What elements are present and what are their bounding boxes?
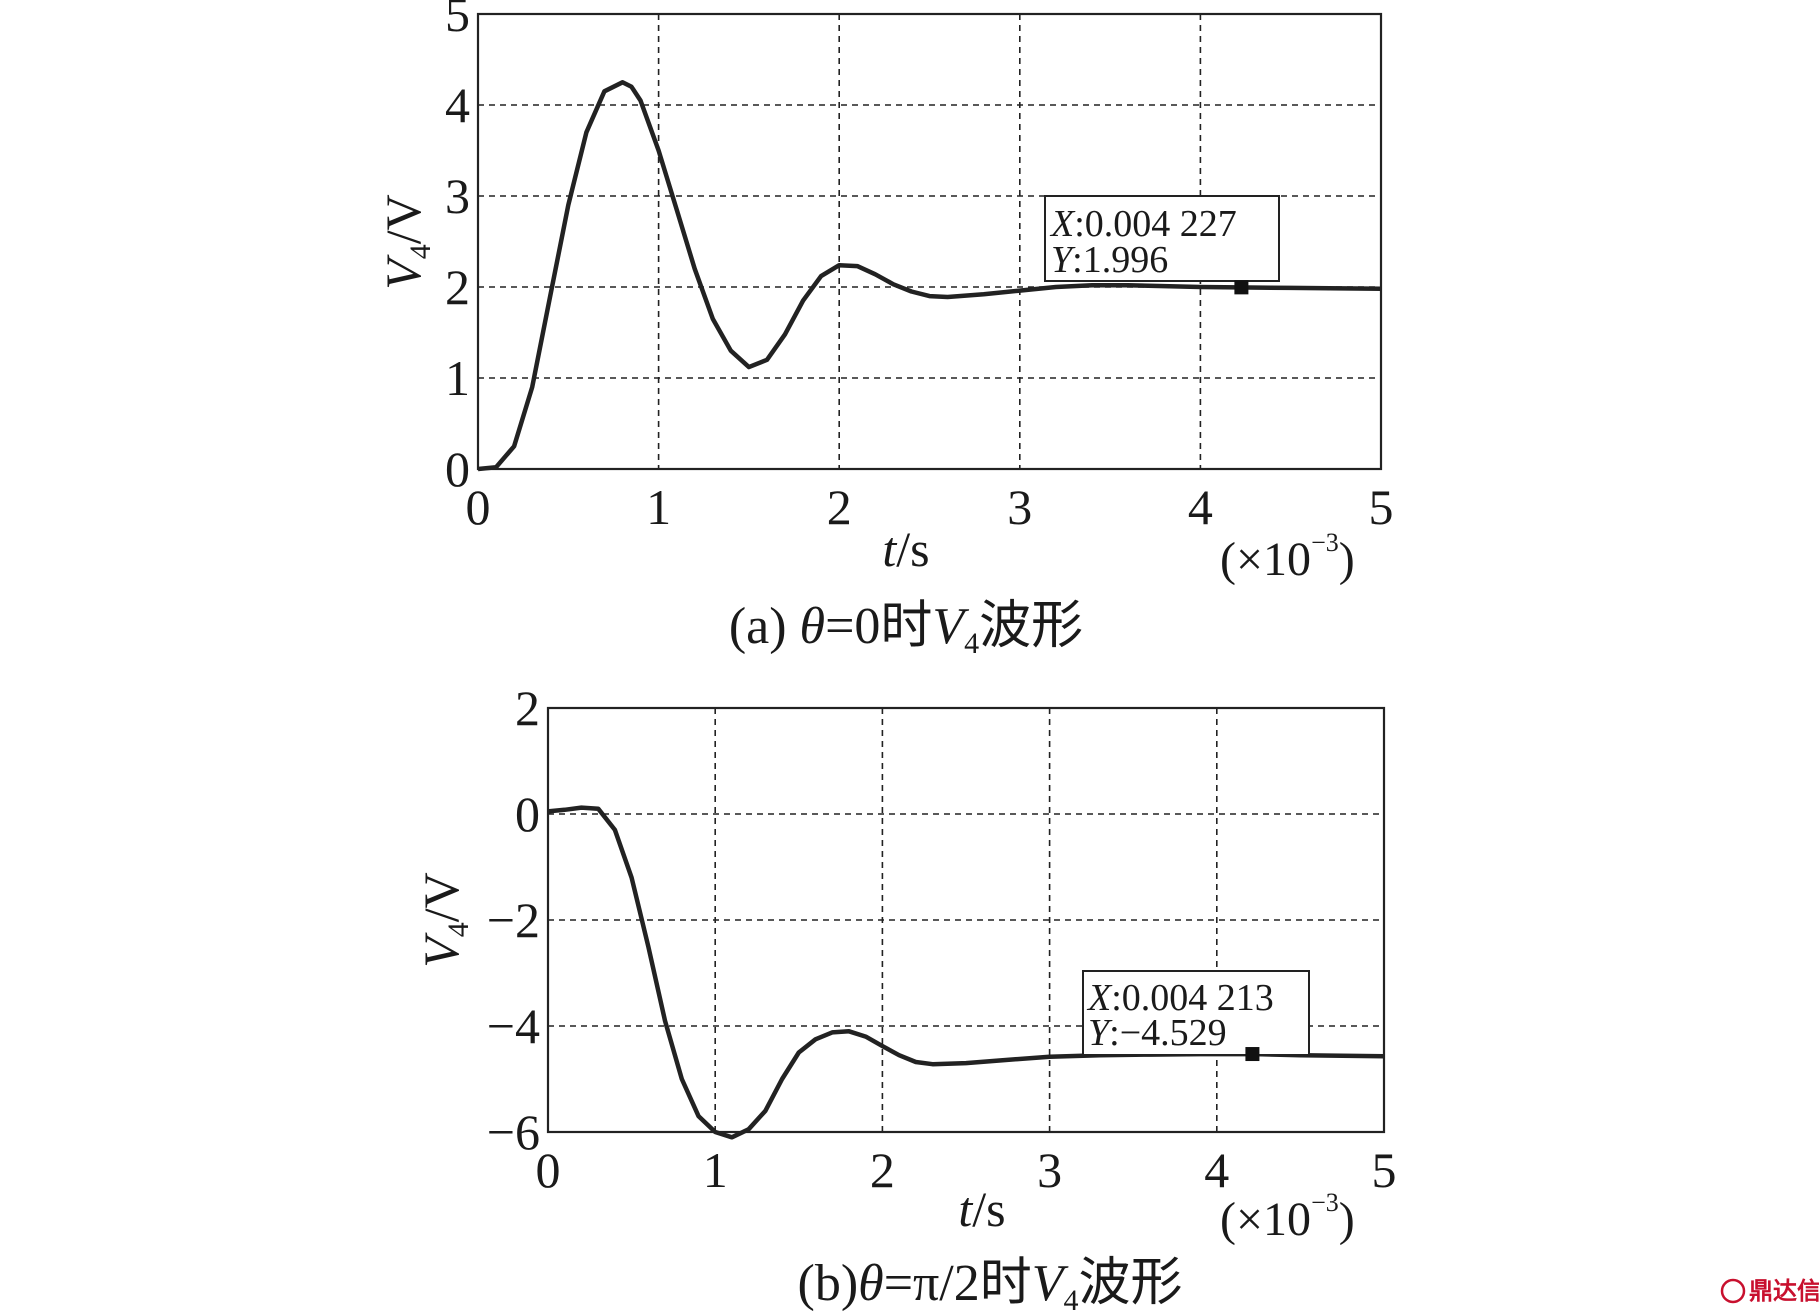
y-tick-label: 4 bbox=[445, 77, 470, 133]
x-axis-label-b: t/s bbox=[958, 1181, 1005, 1237]
datatip-y-value-a: :1.996 bbox=[1072, 239, 1168, 281]
x-multiplier-a: (×10−3) bbox=[1220, 528, 1355, 586]
caption-theta-b: θ bbox=[858, 1255, 884, 1312]
datatip-y-a: Y:1.996 bbox=[1051, 239, 1168, 281]
x-tick-labels-a: 0 1 2 3 4 5 bbox=[466, 479, 1394, 535]
watermark-logo-icon bbox=[1720, 1278, 1746, 1304]
caption-sub-b: 4 bbox=[1063, 1284, 1078, 1312]
caption-b: (b)θ=π/2时V4波形 bbox=[798, 1255, 1183, 1312]
series-line-a bbox=[477, 80, 1382, 472]
y-axis-label-sub-b: 4 bbox=[442, 922, 475, 937]
x-axis-label-unit-a: /s bbox=[896, 521, 929, 577]
grid-b bbox=[548, 708, 1384, 1132]
y-tick-label: 3 bbox=[445, 168, 470, 224]
x-tick-label: 3 bbox=[1037, 1142, 1062, 1198]
y-tick-label: 0 bbox=[445, 441, 470, 497]
x-multiplier-suffix-b: ) bbox=[1339, 1193, 1355, 1246]
x-tick-label: 5 bbox=[1369, 479, 1394, 535]
y-tick-labels-a: 0 1 2 3 4 5 bbox=[445, 0, 470, 497]
x-axis-label-unit-b: /s bbox=[972, 1181, 1005, 1237]
x-tick-label: 0 bbox=[536, 1142, 561, 1198]
x-multiplier-b: (×10−3) bbox=[1220, 1188, 1355, 1246]
y-tick-labels-b: −6 −4 −2 0 2 bbox=[487, 680, 540, 1160]
caption-eq-a: =0时 bbox=[825, 598, 932, 655]
datatip-x-key-b: X bbox=[1086, 977, 1113, 1019]
datatip-x-value-b: :0.004 213 bbox=[1111, 977, 1274, 1019]
y-tick-label: −4 bbox=[487, 998, 540, 1054]
x-tick-label: 3 bbox=[1007, 479, 1032, 535]
y-tick-label: 5 bbox=[445, 0, 470, 42]
y-axis-label-unit-a: /V bbox=[375, 194, 431, 244]
caption-v-a: V bbox=[932, 598, 969, 655]
datatip-marker-a bbox=[1234, 280, 1249, 295]
x-tick-label: 0 bbox=[466, 479, 491, 535]
datatip-box-b bbox=[1082, 970, 1310, 1056]
x-multiplier-exp-b: −3 bbox=[1311, 1188, 1339, 1217]
caption-prefix-a: (a) bbox=[729, 598, 800, 655]
datatip-x-b: X:0.004 213 bbox=[1086, 977, 1274, 1019]
x-multiplier-prefix-a: (×10 bbox=[1220, 533, 1311, 586]
caption-theta-a: θ bbox=[800, 598, 826, 655]
plot-frame-a bbox=[476, 12, 1383, 471]
datatip-marker-b bbox=[1245, 1047, 1260, 1062]
datatip-y-key-b: Y bbox=[1088, 1012, 1113, 1054]
y-tick-label: 2 bbox=[515, 680, 540, 736]
caption-sub-a: 4 bbox=[964, 627, 979, 660]
y-tick-label: −2 bbox=[487, 892, 540, 948]
caption-v-b: V bbox=[1032, 1255, 1069, 1312]
x-tick-label: 5 bbox=[1372, 1142, 1397, 1198]
plot-frame-b bbox=[546, 706, 1386, 1134]
y-tick-label: 2 bbox=[445, 259, 470, 315]
watermark: 鼎达信 bbox=[1720, 1277, 1819, 1305]
caption-a: (a) θ=0时V4波形 bbox=[729, 598, 1083, 660]
x-multiplier-exp-a: −3 bbox=[1311, 528, 1339, 557]
x-tick-labels-b: 0 1 2 3 4 5 bbox=[536, 1142, 1397, 1198]
y-axis-label-unit-b: /V bbox=[413, 872, 469, 922]
caption-prefix-b: (b) bbox=[798, 1255, 859, 1312]
x-axis-label-var-b: t bbox=[958, 1181, 973, 1237]
y-axis-label-sub-a: 4 bbox=[404, 244, 437, 259]
x-tick-label: 1 bbox=[646, 479, 671, 535]
caption-suffix-a: 波形 bbox=[979, 598, 1083, 655]
y-tick-label: 0 bbox=[515, 786, 540, 842]
datatip-b: X:0.004 213 Y:−4.529 bbox=[1082, 970, 1310, 1062]
x-tick-label: 4 bbox=[1188, 479, 1213, 535]
x-tick-label: 2 bbox=[870, 1142, 895, 1198]
datatip-x-value-a: :0.004 227 bbox=[1074, 203, 1237, 245]
x-tick-label: 4 bbox=[1204, 1142, 1229, 1198]
x-multiplier-prefix-b: (×10 bbox=[1220, 1193, 1311, 1246]
caption-suffix-b: 波形 bbox=[1078, 1255, 1182, 1312]
x-axis-label-a: t/s bbox=[882, 521, 929, 577]
y-tick-label: 1 bbox=[445, 350, 470, 406]
datatip-x-a: X:0.004 227 bbox=[1049, 203, 1237, 245]
caption-eq-b: =π/2时 bbox=[884, 1255, 1032, 1312]
x-multiplier-suffix-a: ) bbox=[1339, 533, 1355, 586]
datatip-box-a bbox=[1044, 195, 1280, 282]
y-axis-label-b: V4/V bbox=[413, 872, 475, 968]
y-axis-label-var-a: V bbox=[375, 254, 431, 290]
datatip-a: X:0.004 227 Y:1.996 bbox=[1044, 195, 1280, 295]
y-tick-label: −6 bbox=[487, 1104, 540, 1160]
y-axis-label-a: V4/V bbox=[375, 194, 437, 290]
datatip-x-key-a: X bbox=[1049, 203, 1076, 245]
x-tick-label: 2 bbox=[827, 479, 852, 535]
datatip-y-key-a: Y bbox=[1051, 239, 1076, 281]
x-axis-label-var-a: t bbox=[882, 521, 897, 577]
datatip-y-value-b: :−4.529 bbox=[1109, 1012, 1227, 1054]
datatip-y-b: Y:−4.529 bbox=[1088, 1012, 1227, 1054]
y-axis-label-var-b: V bbox=[413, 932, 469, 968]
watermark-text: 鼎达信 bbox=[1749, 1277, 1819, 1305]
x-tick-label: 1 bbox=[703, 1142, 728, 1198]
